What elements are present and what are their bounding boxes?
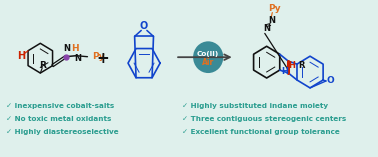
Text: O: O	[140, 22, 148, 31]
Text: Py: Py	[92, 52, 105, 61]
Text: ✓ Excellent functional group tolerance: ✓ Excellent functional group tolerance	[182, 129, 339, 135]
Text: H: H	[71, 44, 79, 53]
Text: N: N	[63, 44, 70, 53]
Circle shape	[193, 41, 223, 73]
Text: H: H	[17, 51, 26, 61]
Text: H: H	[289, 61, 296, 70]
Text: ✓ Highly diastereoselective: ✓ Highly diastereoselective	[6, 129, 119, 135]
Text: N: N	[268, 16, 275, 25]
Text: ✓ Inexpensive cobalt-salts: ✓ Inexpensive cobalt-salts	[6, 103, 115, 109]
Text: ✓ No toxic metal oxidants: ✓ No toxic metal oxidants	[6, 116, 112, 122]
Text: R: R	[298, 61, 305, 70]
Text: N: N	[263, 24, 270, 33]
Text: N: N	[74, 54, 82, 63]
Text: +: +	[96, 51, 109, 66]
Text: ✓ Three contiguous stereogenic centers: ✓ Three contiguous stereogenic centers	[182, 116, 346, 122]
Text: O: O	[327, 76, 335, 85]
Text: H: H	[281, 67, 288, 76]
Text: Py: Py	[268, 4, 280, 13]
Text: R: R	[39, 61, 46, 70]
Text: Air: Air	[202, 58, 214, 67]
Text: ✓ Highly substituted indane moiety: ✓ Highly substituted indane moiety	[182, 103, 328, 109]
Text: Co(II): Co(II)	[197, 51, 219, 57]
